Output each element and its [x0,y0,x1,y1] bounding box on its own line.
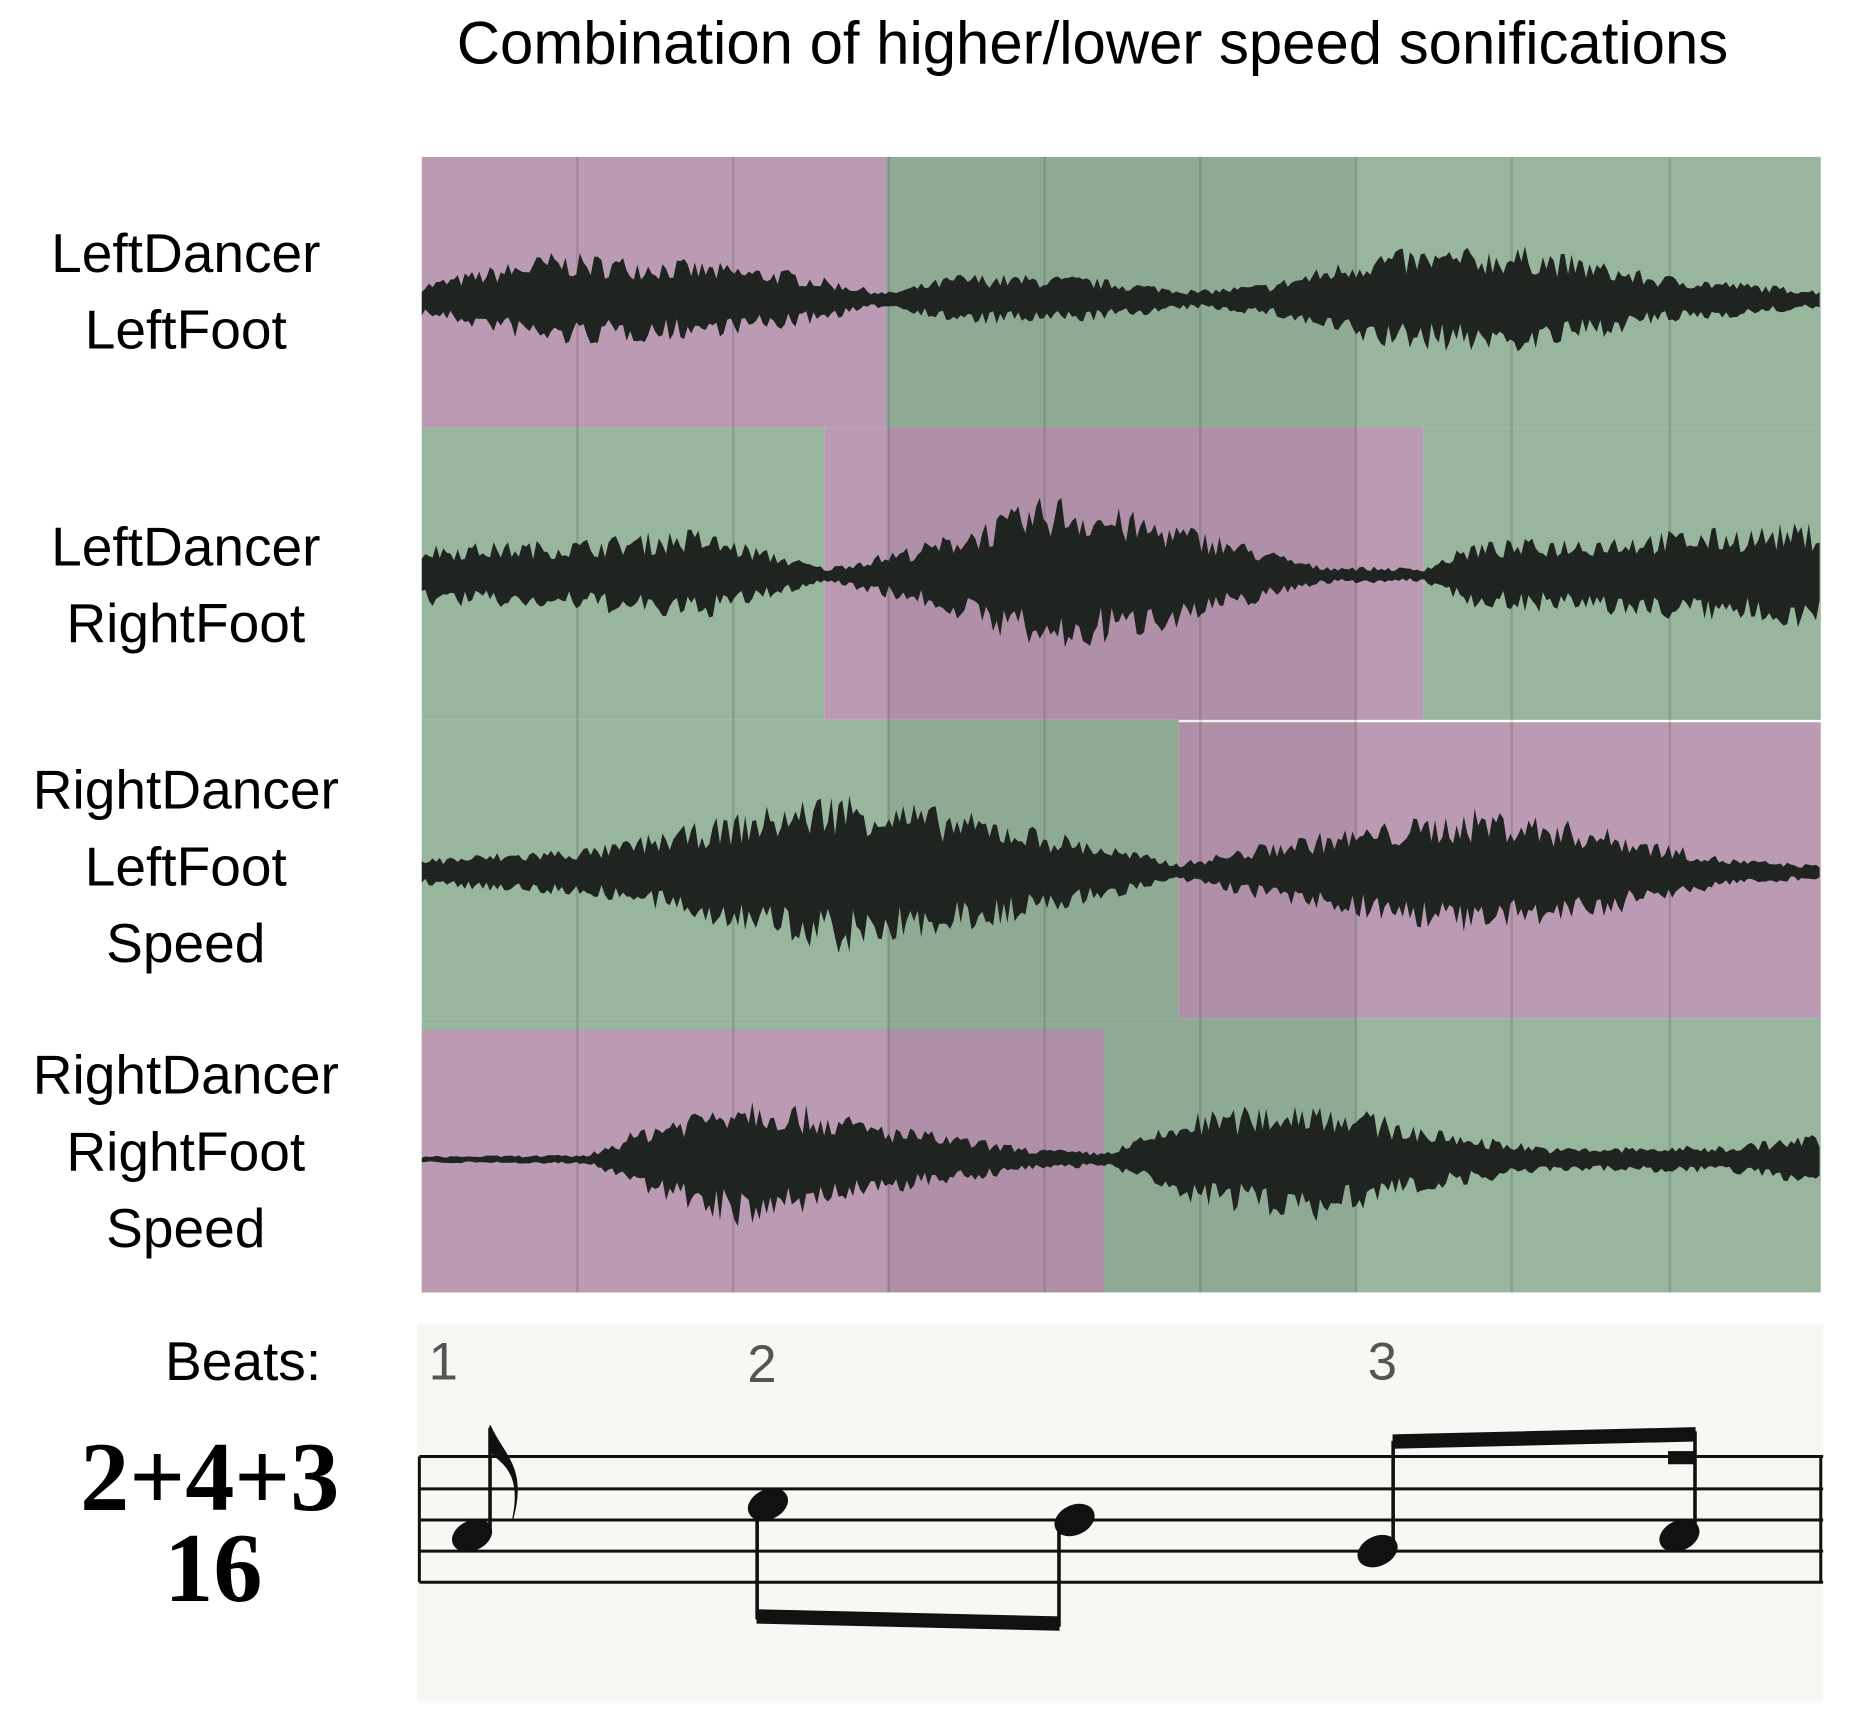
track-label: Speed [106,1197,265,1259]
track-label: LeftDancer [51,516,320,578]
track-label: RightDancer [33,1044,339,1106]
waveform [421,497,1820,648]
track-label: RightFoot [66,592,305,654]
beat-number: 2 [747,1335,776,1394]
beat-number: 3 [1368,1332,1397,1391]
grid [576,156,1672,1293]
waveform [421,1102,1820,1227]
waveform [421,795,1820,953]
region-shade [886,156,1357,1293]
track-label: Speed [106,912,265,974]
track-label: LeftDancer [51,222,320,284]
time-signature-top: 2+4+3 [80,1423,339,1532]
beats-label: Beats: [165,1330,321,1392]
track-labels: LeftDancer LeftFoot LeftDancer RightFoot Rig… [33,222,339,1259]
waveform [421,246,1820,352]
track-label: LeftFoot [85,835,287,897]
title: Combination of higher/lower speed sonifi… [457,10,1728,77]
beat-number: 1 [429,1332,458,1391]
staff [417,1454,1824,1584]
track-label: LeftFoot [85,299,287,361]
score-background [416,1323,1824,1704]
track-label: RightFoot [66,1120,305,1182]
time-signature-bottom: 16 [164,1514,262,1623]
track-label: RightDancer [33,759,339,821]
waveforms [421,246,1820,1227]
notes [452,1425,1700,1631]
